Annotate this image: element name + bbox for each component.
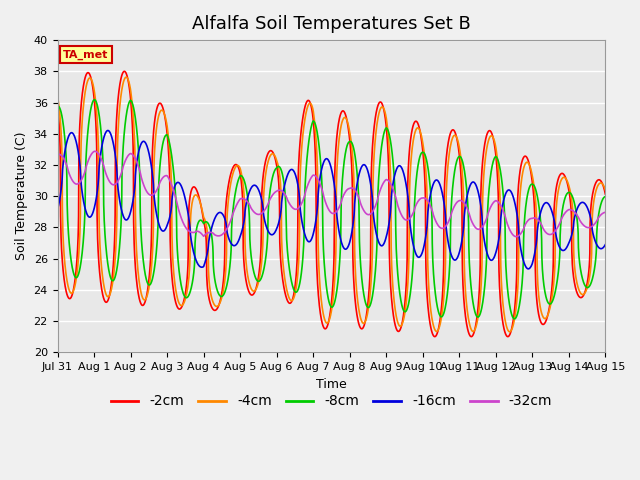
-32cm xyxy=(54,152,61,157)
Line: -8cm: -8cm xyxy=(58,100,605,319)
-16cm xyxy=(348,232,355,238)
-8cm xyxy=(602,194,609,200)
-4cm xyxy=(348,140,355,146)
Y-axis label: Soil Temperature (C): Soil Temperature (C) xyxy=(15,132,28,261)
-16cm xyxy=(569,228,577,234)
-8cm xyxy=(54,104,61,109)
-2cm xyxy=(360,324,367,330)
-4cm xyxy=(54,94,61,99)
-16cm xyxy=(207,229,214,235)
Title: Alfalfa Soil Temperatures Set B: Alfalfa Soil Temperatures Set B xyxy=(192,15,471,33)
Line: -2cm: -2cm xyxy=(58,72,605,336)
-16cm xyxy=(104,128,111,133)
-2cm xyxy=(348,156,355,162)
-8cm xyxy=(554,277,561,283)
-32cm xyxy=(554,225,561,231)
-16cm xyxy=(554,239,561,244)
-8cm xyxy=(207,227,214,233)
-32cm xyxy=(569,208,577,214)
Line: -32cm: -32cm xyxy=(58,151,605,237)
-8cm xyxy=(569,194,577,200)
-2cm xyxy=(431,334,438,339)
-8cm xyxy=(348,139,355,145)
-2cm xyxy=(554,180,561,185)
-4cm xyxy=(554,194,561,200)
Line: -16cm: -16cm xyxy=(58,131,605,269)
-32cm xyxy=(602,209,609,215)
-16cm xyxy=(602,242,609,248)
-2cm xyxy=(569,265,577,271)
-16cm xyxy=(524,266,532,272)
-2cm xyxy=(491,145,499,151)
-4cm xyxy=(506,329,513,335)
-4cm xyxy=(122,74,130,80)
-4cm xyxy=(602,187,609,193)
-32cm xyxy=(491,198,499,204)
-16cm xyxy=(54,206,61,212)
-32cm xyxy=(348,185,355,191)
-32cm xyxy=(92,148,99,154)
Legend: -2cm, -4cm, -8cm, -16cm, -32cm: -2cm, -4cm, -8cm, -16cm, -32cm xyxy=(105,389,558,414)
Text: TA_met: TA_met xyxy=(63,49,108,60)
-4cm xyxy=(207,289,214,295)
-8cm xyxy=(491,155,499,160)
-4cm xyxy=(569,205,577,211)
X-axis label: Time: Time xyxy=(316,377,347,391)
-2cm xyxy=(602,191,609,197)
-32cm xyxy=(360,207,367,213)
Line: -4cm: -4cm xyxy=(58,77,605,332)
-16cm xyxy=(360,162,367,168)
-2cm xyxy=(54,101,61,107)
-8cm xyxy=(511,316,518,322)
-8cm xyxy=(360,288,367,294)
-32cm xyxy=(513,234,520,240)
-4cm xyxy=(491,139,499,145)
-32cm xyxy=(207,229,214,235)
-16cm xyxy=(491,253,499,259)
-2cm xyxy=(120,69,128,74)
-2cm xyxy=(207,301,214,307)
-8cm xyxy=(90,97,98,103)
-4cm xyxy=(360,321,367,326)
